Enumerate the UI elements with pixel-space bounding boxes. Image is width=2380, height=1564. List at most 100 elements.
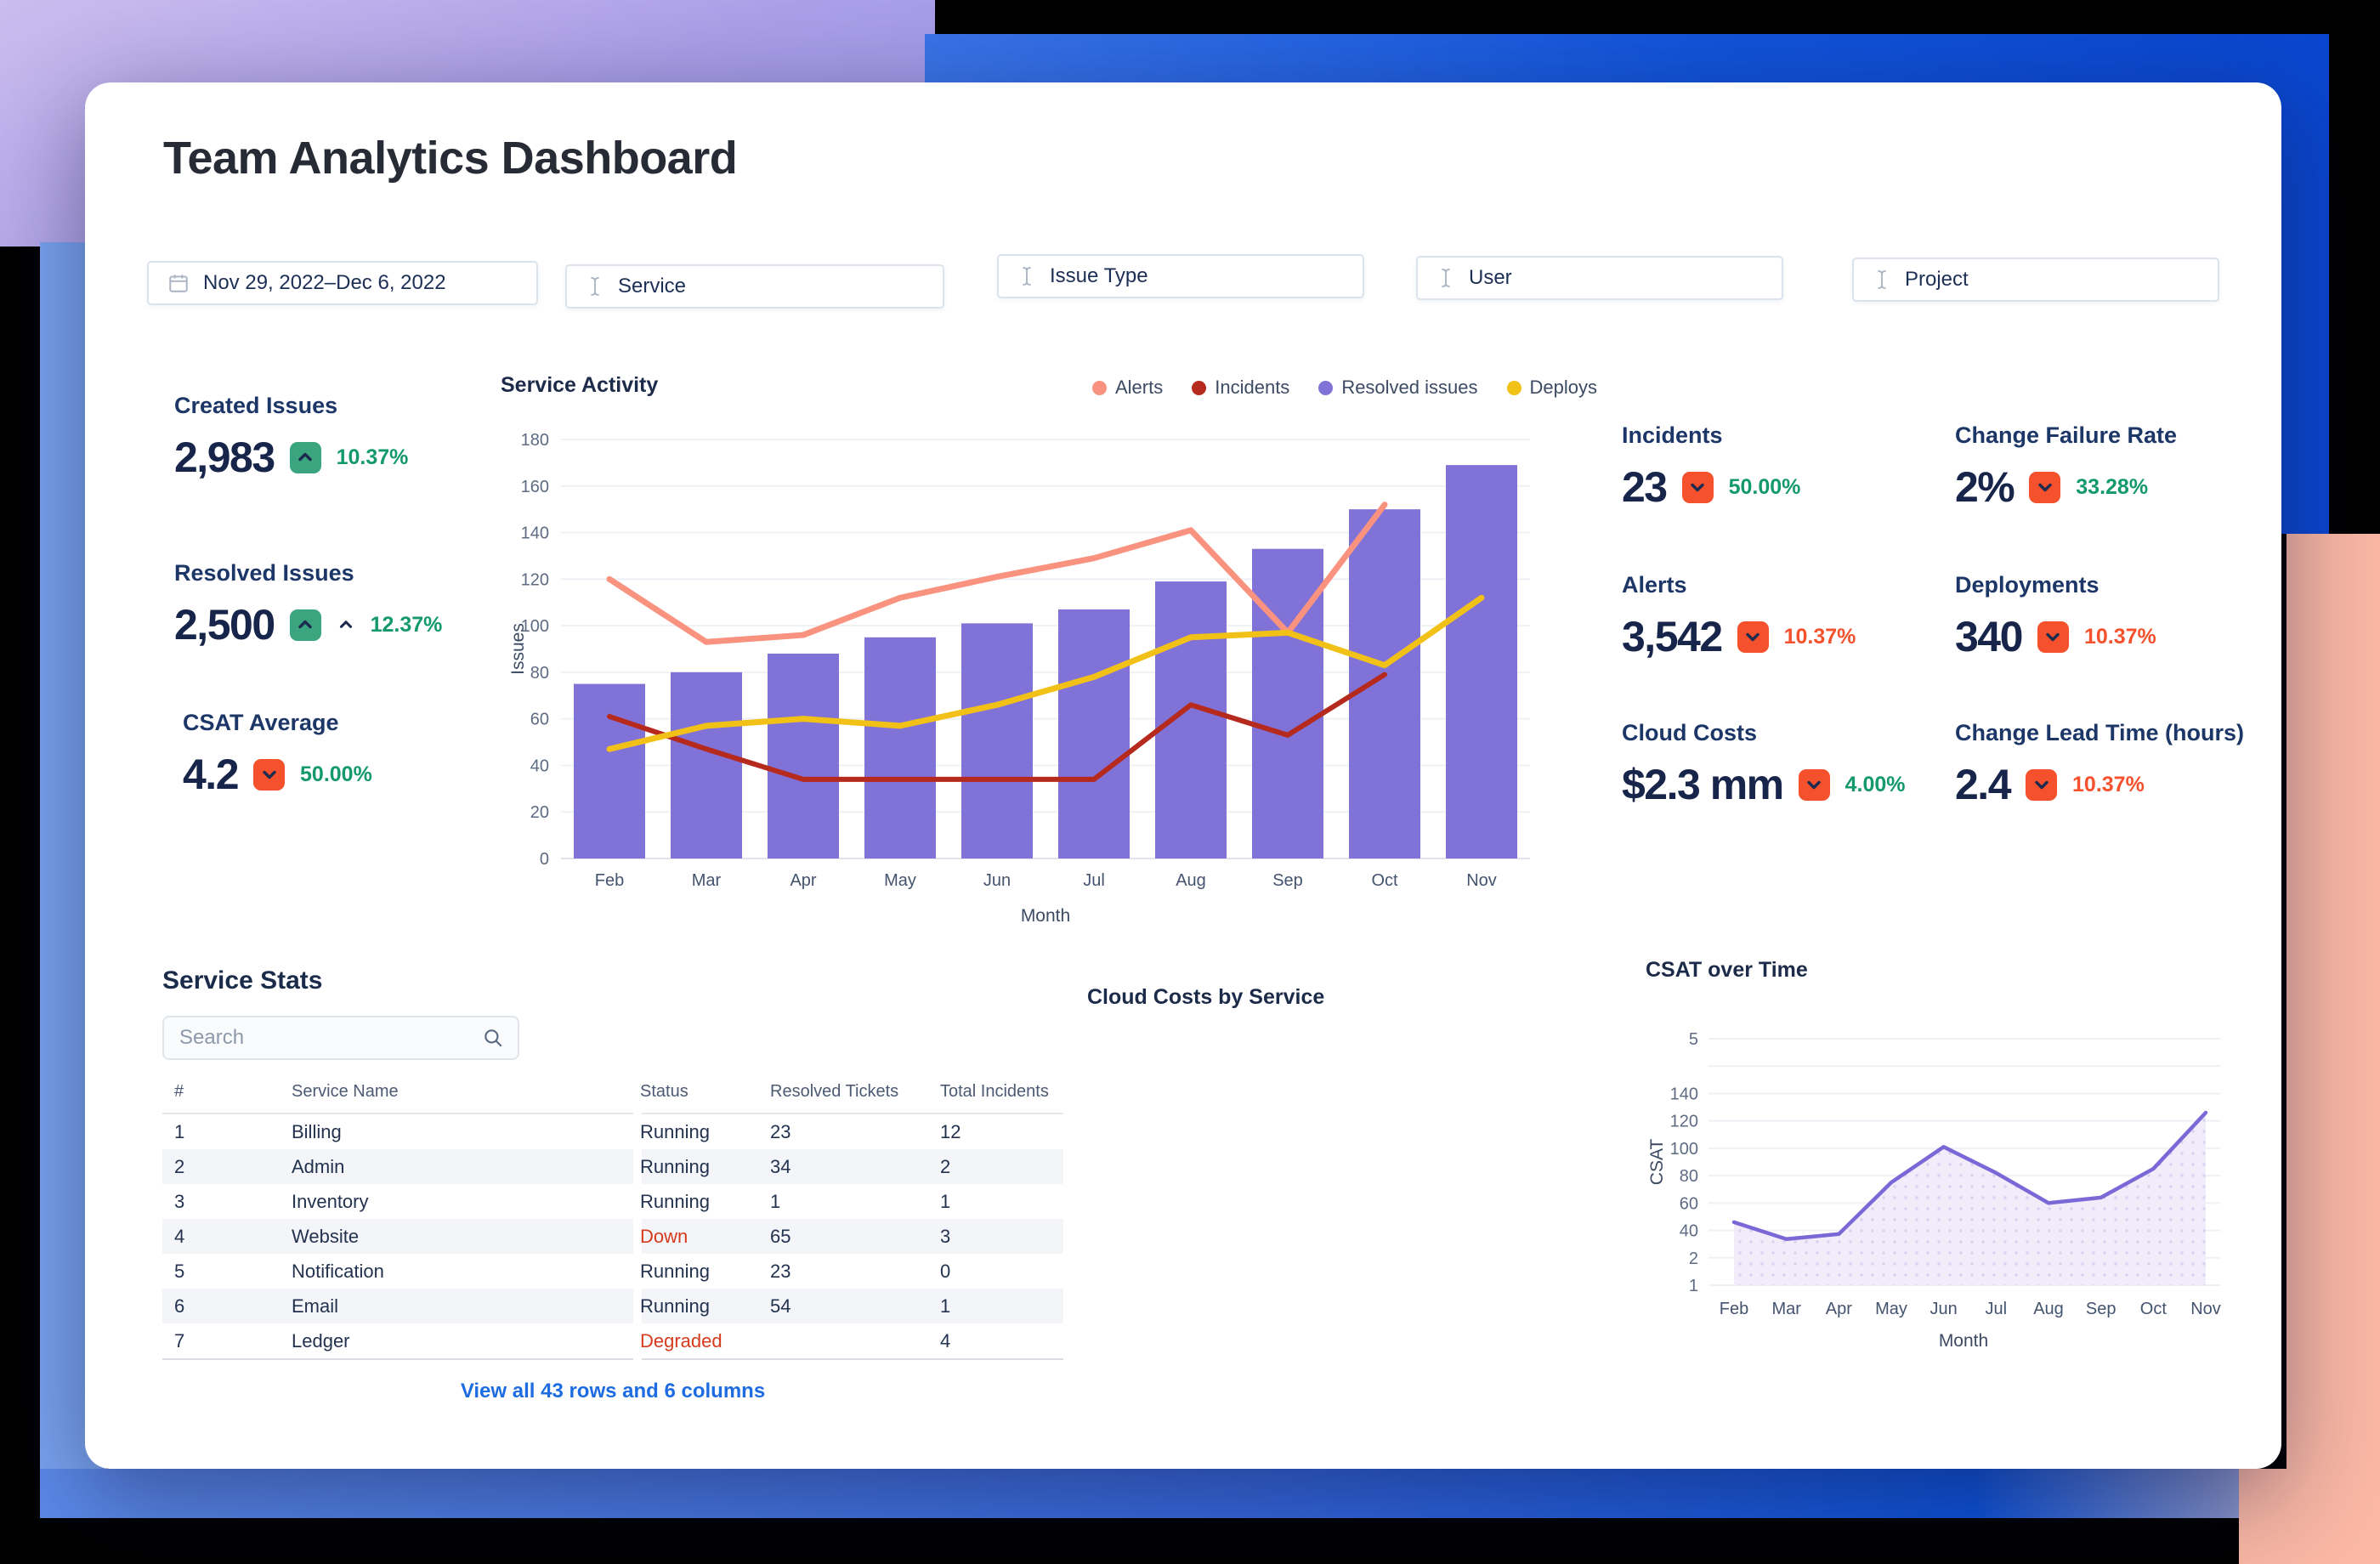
kpi-value: 23 <box>1622 463 1668 511</box>
kpi-percent: 10.37% <box>2072 772 2145 796</box>
legend-item[interactable]: Resolved issues <box>1318 377 1478 399</box>
kpi-value: $2.3 mm <box>1622 761 1784 808</box>
cloud-costs-title: Cloud Costs by Service <box>1087 985 1325 1009</box>
table-row[interactable]: 6 Email Running 54 1 <box>162 1289 1063 1323</box>
table-cell: Running <box>640 1190 710 1212</box>
service-stats-table: # Service Name Status Resolved Tickets T… <box>162 1075 1063 1362</box>
svg-text:120: 120 <box>521 570 549 589</box>
svg-text:100: 100 <box>521 617 549 636</box>
trend-badge-icon <box>289 441 321 473</box>
svg-text:40: 40 <box>1680 1222 1698 1241</box>
kpi-percent: 12.37% <box>370 612 443 637</box>
trend-badge-icon <box>2029 471 2061 503</box>
table-cell: 3 <box>940 1225 951 1247</box>
svg-text:1: 1 <box>1689 1277 1698 1295</box>
table-cell: Inventory <box>292 1190 369 1212</box>
chevron-up-icon <box>337 615 355 634</box>
service-filter[interactable]: Service <box>565 264 944 309</box>
table-row[interactable]: 2 Admin Running 34 2 <box>162 1149 1063 1184</box>
legend-item[interactable]: Deploys <box>1506 377 1597 399</box>
legend-dot-icon <box>1318 380 1334 395</box>
table-cell: 5 <box>174 1260 185 1282</box>
table-cell: 2 <box>940 1155 951 1177</box>
svg-text:Feb: Feb <box>595 871 624 890</box>
kpi-label: Incidents <box>1622 422 1723 448</box>
table-cell: Degraded <box>640 1329 722 1352</box>
table-cell: 4 <box>174 1225 185 1247</box>
table-cell: 7 <box>174 1329 185 1352</box>
table-cell: 23 <box>770 1120 791 1142</box>
kpi-csat-average: CSAT Average 4.2 50.00% <box>183 710 372 799</box>
svg-text:Mar: Mar <box>692 871 722 890</box>
table-cell: Down <box>640 1225 688 1247</box>
kpi-label: Alerts <box>1622 572 1687 598</box>
kpi-percent: 10.37% <box>2083 624 2156 649</box>
kpi-cloud-costs: Cloud Costs $2.3 mm 4.00% <box>1622 720 1906 809</box>
table-row[interactable]: 1 Billing Running 23 12 <box>162 1114 1063 1149</box>
trend-badge-icon <box>1737 620 1769 653</box>
date-range-filter[interactable]: Nov 29, 2022–Dec 6, 2022 <box>147 261 538 305</box>
kpi-resolved-issues: Resolved Issues 2,500 12.37% <box>174 560 442 649</box>
kpi-value: 2,500 <box>174 601 275 649</box>
kpi-label: Resolved Issues <box>174 560 354 586</box>
kpi-change-failure-rate: Change Failure Rate 2% 33.28% <box>1955 422 2177 512</box>
svg-text:160: 160 <box>521 478 549 496</box>
search-box <box>162 1016 519 1060</box>
header-divider <box>162 1113 633 1114</box>
issue-type-filter[interactable]: Issue Type <box>997 254 1364 298</box>
svg-text:0: 0 <box>540 850 549 869</box>
svg-text:140: 140 <box>1670 1085 1698 1103</box>
table-cell: 23 <box>770 1260 791 1282</box>
svg-text:Jul: Jul <box>1986 1300 2008 1318</box>
table-body: 1 Billing Running 23 12 2 Admin Running 34 2 3 Inve… <box>162 1114 1063 1358</box>
search-icon[interactable] <box>482 1027 504 1049</box>
svg-text:CSAT: CSAT <box>1649 1139 1667 1186</box>
background-salmon-corner <box>2239 1469 2380 1564</box>
user-filter[interactable]: User <box>1416 256 1783 300</box>
table-cell: 65 <box>770 1225 791 1247</box>
search-input[interactable] <box>178 1025 482 1051</box>
kpi-label: Cloud Costs <box>1622 720 1757 745</box>
table-cell: Running <box>640 1120 710 1142</box>
legend-item[interactable]: Incidents <box>1192 377 1289 399</box>
svg-text:May: May <box>1875 1300 1907 1318</box>
table-cell: 1 <box>770 1190 781 1212</box>
svg-text:20: 20 <box>530 803 549 822</box>
kpi-value: 2% <box>1955 463 2015 511</box>
background-salmon-column <box>2286 534 2380 1564</box>
kpi-deployments: Deployments 340 10.37% <box>1955 572 2156 661</box>
svg-text:Apr: Apr <box>1826 1300 1852 1318</box>
table-row[interactable]: 4 Website Down 65 3 <box>162 1219 1063 1254</box>
csat-over-time-chart: 1 2 40 60 80 100 120 140 5 Feb Mar Apr May Jun Jul Aug S… <box>1649 1030 2221 1351</box>
project-filter[interactable]: Project <box>1852 258 2219 302</box>
table-cell: Email <box>292 1295 339 1317</box>
view-all-link[interactable]: View all 43 rows and 6 columns <box>460 1380 766 1402</box>
table-cell: Ledger <box>292 1329 350 1352</box>
svg-text:Nov: Nov <box>2190 1300 2221 1318</box>
legend-label: Alerts <box>1115 377 1164 398</box>
trend-badge-icon <box>1681 471 1714 503</box>
table-row[interactable]: 3 Inventory Running 1 1 <box>162 1184 1063 1219</box>
svg-text:Jun: Jun <box>1930 1300 1958 1318</box>
column-header: Status <box>640 1082 688 1101</box>
svg-text:Mar: Mar <box>1771 1300 1801 1318</box>
table-cell: 12 <box>940 1120 961 1142</box>
service-activity-title: Service Activity <box>501 373 659 397</box>
svg-text:100: 100 <box>1670 1140 1698 1159</box>
service-filter-label: Service <box>618 275 687 298</box>
table-cell: Website <box>292 1225 360 1247</box>
service-activity-chart: 0 20 40 60 80 100 120 140 160 180 Feb Mar Apr May Jun J… <box>510 431 1530 926</box>
legend-item[interactable]: Alerts <box>1092 377 1163 399</box>
table-cell: 4 <box>940 1329 951 1352</box>
legend-label: Incidents <box>1215 377 1290 398</box>
trend-badge-icon <box>289 609 321 641</box>
table-row[interactable]: 5 Notification Running 23 0 <box>162 1254 1063 1289</box>
kpi-change-lead-time: Change Lead Time (hours) 2.4 10.37% <box>1955 720 2244 809</box>
svg-text:120: 120 <box>1670 1113 1698 1131</box>
kpi-label: Change Failure Rate <box>1955 422 2178 448</box>
csat-over-time-title: CSAT over Time <box>1646 958 1808 982</box>
kpi-value: 340 <box>1955 613 2023 660</box>
kpi-value: 2,983 <box>174 434 275 481</box>
svg-text:Month: Month <box>1939 1331 1988 1351</box>
table-row[interactable]: 7 Ledger Degraded 4 <box>162 1323 1063 1358</box>
